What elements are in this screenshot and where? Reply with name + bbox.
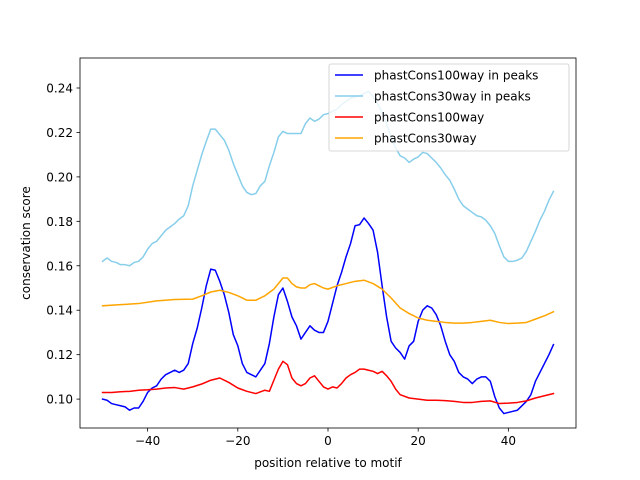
legend-label-3: phastCons30way xyxy=(374,132,477,146)
series-layer xyxy=(101,90,555,415)
x-tick-label: 40 xyxy=(501,434,516,448)
legend-label-2: phastCons100way xyxy=(374,111,484,125)
legend-box xyxy=(328,63,570,152)
series-line-2 xyxy=(101,360,555,405)
series-line-1 xyxy=(101,90,555,267)
x-tick-label: −40 xyxy=(135,434,160,448)
series-line-0 xyxy=(101,217,555,415)
y-axis: 0.10 0.12 0.14 0.16 0.18 0.20 0.22 0.24 xyxy=(46,82,80,407)
legend-label-1: phastCons30way in peaks xyxy=(374,90,531,104)
y-tick-label: 0.20 xyxy=(46,170,73,184)
y-tick-label: 0.12 xyxy=(46,348,73,362)
y-tick-label: 0.16 xyxy=(46,259,73,273)
x-tick-label: 0 xyxy=(324,434,332,448)
x-axis: −40 −20 0 20 40 xyxy=(135,428,516,448)
y-tick-label: 0.14 xyxy=(46,304,73,318)
y-tick-label: 0.18 xyxy=(46,215,73,229)
y-axis-label: conservation score xyxy=(19,186,33,300)
legend-label-0: phastCons100way in peaks xyxy=(374,69,538,83)
x-tick-label: 20 xyxy=(411,434,426,448)
x-tick-label: −20 xyxy=(225,434,250,448)
y-tick-label: 0.10 xyxy=(46,393,73,407)
series-line-3 xyxy=(101,277,555,325)
y-tick-label: 0.22 xyxy=(46,126,73,140)
y-tick-label: 0.24 xyxy=(46,82,73,96)
legend: phastCons100way in peaks phastCons30way i… xyxy=(328,63,570,152)
x-axis-label: position relative to motif xyxy=(254,456,402,470)
